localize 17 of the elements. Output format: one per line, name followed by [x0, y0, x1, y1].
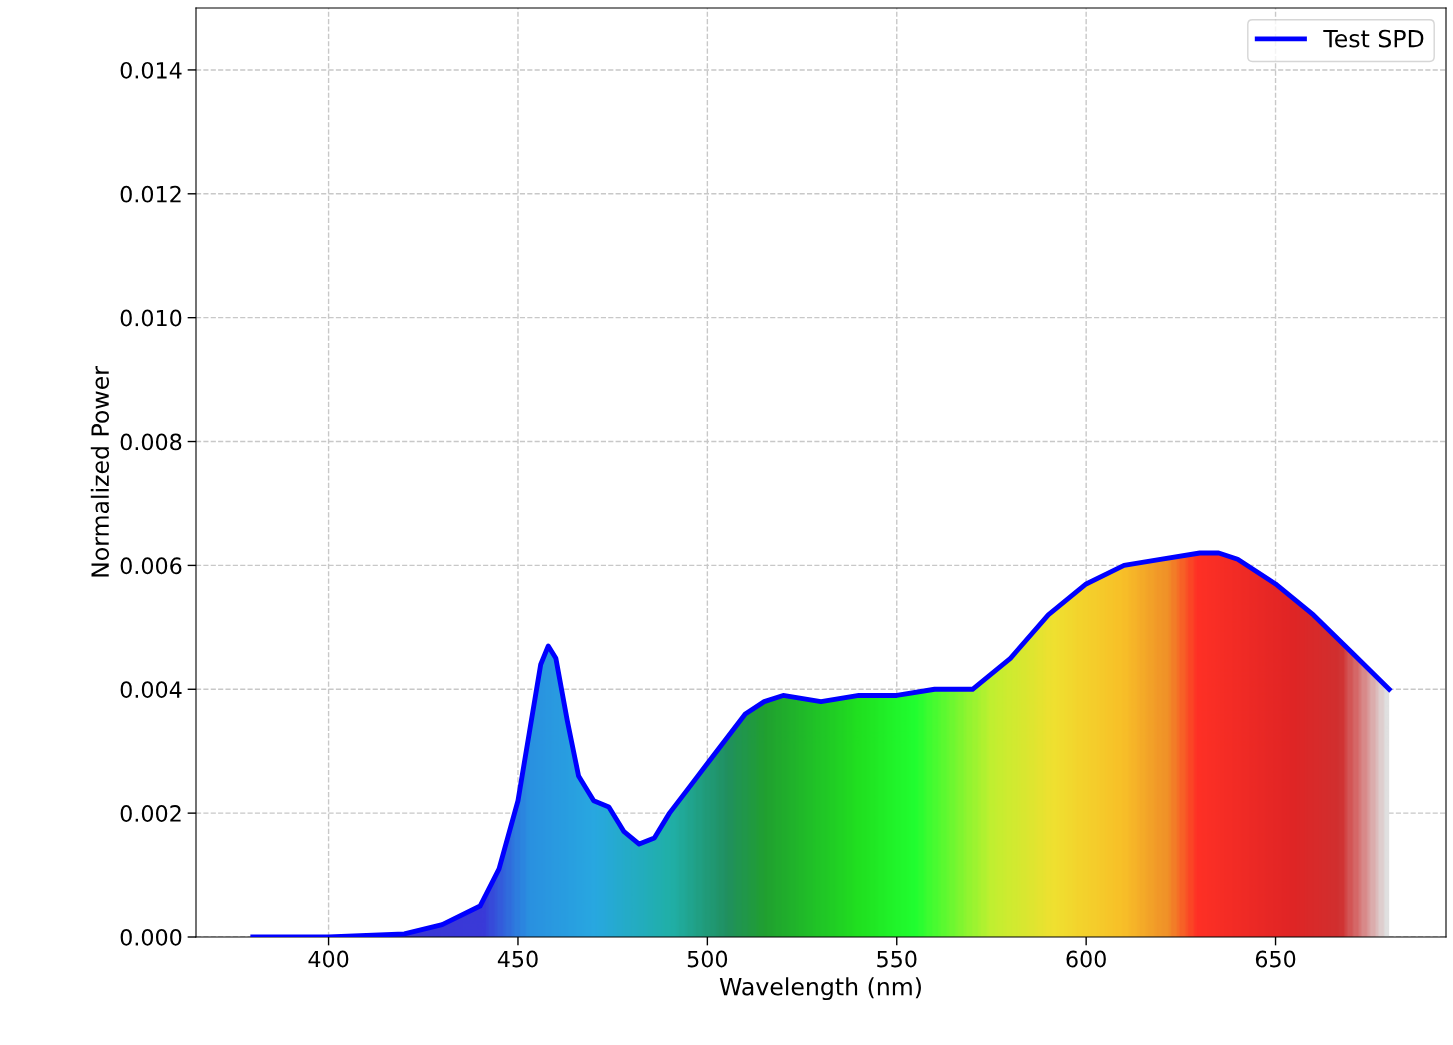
x-tick-label: 600 [1066, 950, 1106, 968]
y-tick-label: 0.014 [120, 61, 182, 79]
x-tick-label: 650 [1255, 950, 1296, 968]
x-tick-label: 400 [308, 950, 349, 968]
x-tick-label: 450 [497, 950, 538, 968]
y-tick-label: 0.010 [120, 309, 182, 327]
legend-label: Test SPD [1323, 29, 1424, 48]
y-tick-label: 0.002 [120, 805, 181, 822]
y-tick-label: 0.000 [120, 928, 182, 946]
x-tick-label: 500 [687, 950, 728, 968]
y-tick-label: 0.006 [120, 557, 182, 575]
y-tick-label: 0.004 [120, 681, 182, 699]
y-axis-title: Normalized Power [90, 366, 110, 577]
y-tick-label: 0.008 [120, 433, 182, 451]
x-axis-title: Wavelength (nm) [719, 977, 921, 1001]
y-tick-label: 0.012 [120, 185, 181, 203]
x-tick-label: 550 [877, 950, 917, 968]
